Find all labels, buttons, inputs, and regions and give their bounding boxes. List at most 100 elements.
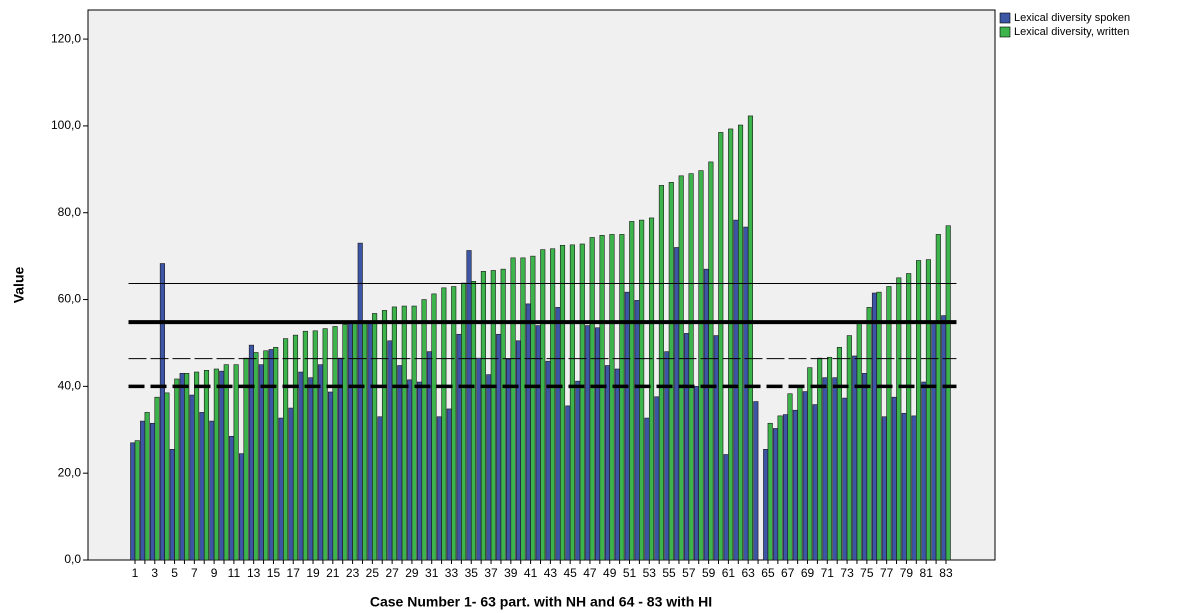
bar: [203, 369, 210, 561]
bar: [575, 380, 581, 561]
x-tick-label: 53: [643, 566, 657, 580]
bar: [209, 420, 215, 561]
bar: [515, 340, 522, 561]
x-tick-label: 27: [385, 566, 399, 580]
x-tick-label: 69: [801, 566, 815, 580]
y-tick-label: 0,0: [64, 552, 81, 566]
bar: [308, 377, 314, 561]
bar: [733, 219, 739, 561]
bar: [278, 417, 284, 561]
bar: [862, 373, 868, 561]
bar: [565, 405, 571, 561]
x-tick-label: 55: [662, 566, 676, 580]
bar: [134, 440, 140, 561]
y-tick-label: 20,0: [58, 465, 82, 479]
y-tick-label: 120,0: [51, 31, 81, 45]
bar: [233, 364, 239, 561]
bar: [891, 396, 897, 561]
bar: [238, 453, 245, 561]
bar: [693, 386, 700, 561]
x-tick-label: 33: [445, 566, 459, 580]
bar: [253, 352, 259, 561]
bar: [674, 247, 680, 561]
bar: [579, 243, 585, 561]
x-tick-label: 45: [563, 566, 577, 580]
bar: [664, 351, 670, 561]
bar: [407, 379, 413, 561]
bar: [639, 219, 645, 561]
bar: [624, 291, 630, 561]
x-tick-label: 13: [247, 566, 261, 580]
x-tick-label: 79: [900, 566, 914, 580]
bar: [367, 320, 373, 561]
bar: [189, 394, 195, 561]
bar: [777, 415, 783, 561]
bar: [911, 415, 917, 561]
bar: [461, 282, 467, 561]
bar: [377, 416, 383, 561]
x-tick-label: 1: [132, 566, 139, 580]
bar: [668, 182, 674, 561]
bar: [130, 442, 136, 561]
bar: [747, 115, 753, 561]
bar: [480, 271, 486, 561]
bar: [802, 391, 808, 561]
bar: [941, 315, 947, 561]
bar: [184, 373, 190, 561]
bar: [604, 365, 611, 561]
bar: [589, 237, 595, 561]
bar: [654, 396, 660, 561]
x-tick-label: 39: [504, 566, 518, 580]
x-tick-label: 23: [346, 566, 360, 580]
bar: [767, 422, 773, 561]
x-tick-label: 47: [583, 566, 597, 580]
x-tick-label: 37: [484, 566, 498, 580]
x-tick-label: 21: [326, 566, 340, 580]
legend-swatch: [999, 26, 1011, 38]
bar: [159, 263, 165, 561]
bar: [737, 124, 744, 561]
bar: [773, 428, 779, 561]
x-tick-label: 81: [920, 566, 934, 580]
x-axis-label: Case Number 1- 63 part. with NH and 64 -…: [370, 594, 712, 610]
bar: [629, 221, 635, 561]
bar: [718, 132, 724, 561]
bar: [283, 338, 289, 561]
y-tick-label: 80,0: [58, 205, 82, 219]
x-tick-label: 77: [880, 566, 894, 580]
x-tick-label: 9: [211, 566, 218, 580]
bar: [684, 333, 690, 561]
bar: [164, 392, 170, 561]
bar: [836, 346, 842, 561]
bar: [456, 333, 462, 561]
x-tick-label: 11: [228, 566, 241, 580]
bar: [916, 260, 922, 561]
x-tick-label: 83: [939, 566, 953, 580]
bar: [545, 360, 551, 561]
bar: [787, 393, 793, 561]
bar: [817, 357, 823, 561]
legend-swatch: [999, 12, 1011, 24]
bar: [550, 248, 556, 561]
bar: [906, 273, 912, 561]
bar: [470, 281, 477, 561]
legend-label: Lexical diversity spoken: [1014, 12, 1130, 24]
bar: [609, 234, 615, 561]
bar: [411, 305, 417, 561]
bar: [219, 370, 225, 561]
bar: [901, 412, 907, 561]
x-tick-label: 67: [781, 566, 795, 580]
x-tick-label: 7: [191, 566, 198, 580]
bar: [466, 250, 472, 561]
bar: [213, 368, 219, 561]
bar: [223, 364, 229, 561]
bar: [342, 323, 348, 561]
bar: [678, 175, 684, 561]
bar: [871, 292, 878, 561]
bar: [421, 299, 427, 561]
bar: [619, 234, 625, 561]
bar: [268, 349, 274, 561]
bar: [886, 286, 892, 561]
bar: [812, 404, 818, 561]
